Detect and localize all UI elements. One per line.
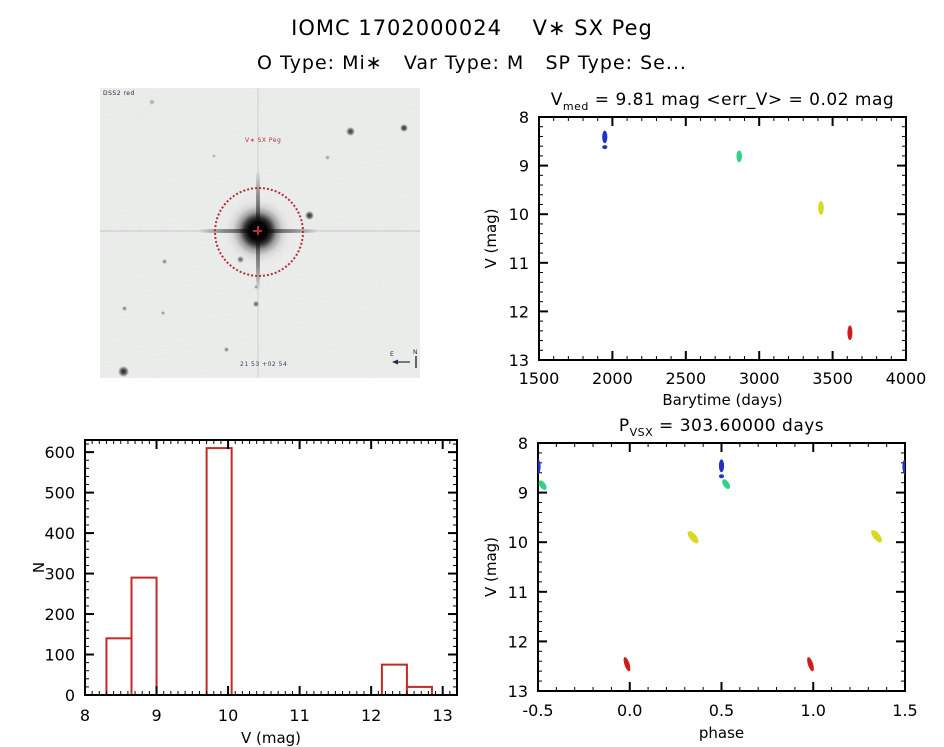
- y-tick-label: 13: [508, 682, 528, 701]
- y-tick-label: 200: [44, 605, 75, 624]
- y-axis-label: V (mag): [482, 208, 500, 268]
- data-points-layer: [538, 459, 905, 672]
- data-point-epoch-1: [602, 145, 608, 150]
- field-star: [122, 306, 128, 312]
- plot-title: PVSX = 303.60000 days: [619, 416, 824, 439]
- plot-title: Vmed = 9.81 mag <err_V> = 0.02 mag: [551, 90, 894, 113]
- x-tick-label: 3500: [812, 369, 853, 388]
- y-tick-label: 13: [509, 351, 529, 370]
- data-point-epoch-1: [538, 459, 541, 475]
- data-point-epoch-3: [818, 201, 824, 215]
- x-tick-label: 10: [218, 706, 238, 725]
- data-point-epoch-4: [623, 657, 631, 672]
- field-star: [346, 127, 356, 137]
- data-point-epoch-2: [736, 150, 743, 163]
- data-points-layer: [602, 130, 853, 341]
- y-axis-label: N: [30, 562, 48, 573]
- field-star: [161, 310, 166, 315]
- compass-icon: E N: [390, 349, 418, 368]
- plot-frame: [537, 442, 906, 692]
- data-point-epoch-4: [847, 325, 853, 341]
- y-tick-label: 12: [509, 302, 529, 321]
- photometry-aperture-circle: [214, 187, 304, 277]
- x-tick-label: 2000: [592, 369, 633, 388]
- compass-north-label: N: [413, 349, 418, 356]
- x-axis-label: phase: [699, 724, 744, 742]
- page-subtitle: O Type: Mi∗ Var Type: M SP Type: Se...: [257, 52, 687, 74]
- compass-east-label: E: [390, 351, 394, 358]
- data-point-epoch-2: [538, 480, 547, 490]
- histogram-bar: [130, 576, 158, 696]
- finder-sky-image: DSS2 red V∗ SX Peg 21 53 +02 54 E N: [100, 88, 420, 378]
- x-tick-label: 0.5: [709, 701, 734, 720]
- lightcurve-plot: 1500 2000 2500 3000 3500 4000 8 9 10 11 12 13 Baryti…: [482, 90, 927, 409]
- field-star: [161, 259, 167, 265]
- y-tick-label: 9: [519, 157, 529, 176]
- x-tick-label: 2500: [665, 369, 706, 388]
- x-tick-label: 13: [433, 706, 453, 725]
- y-tick-label: 400: [44, 524, 75, 543]
- data-point-epoch-1: [602, 130, 608, 144]
- x-axis-label: V (mag): [241, 729, 301, 747]
- field-star: [252, 301, 259, 308]
- field-star: [253, 284, 258, 289]
- x-tick-label: 11: [289, 706, 309, 725]
- y-axis-label: V (mag): [482, 537, 500, 597]
- y-tick-label: 500: [44, 484, 75, 503]
- data-point-epoch-3: [871, 530, 883, 543]
- y-tick-label: 11: [508, 583, 528, 602]
- data-point-epoch-4: [807, 657, 814, 672]
- field-star: [223, 347, 229, 353]
- survey-label: DSS2 red: [103, 90, 135, 97]
- x-tick-label: 1500: [519, 369, 560, 388]
- star-name-label: V∗ SX Peg: [245, 137, 282, 144]
- data-point-epoch-1: [718, 459, 725, 473]
- histogram-bar: [380, 663, 408, 696]
- data-point-epoch-3: [687, 531, 699, 544]
- x-tick-label: 3000: [739, 369, 780, 388]
- y-tick-label: 12: [508, 632, 528, 651]
- x-tick-label: 12: [361, 706, 381, 725]
- target-cross-marker: [257, 226, 259, 235]
- phase-folded-plot: -0.5 0.0 0.5 1.0 1.5 8 9 10 11 12 13 phase V (mag) PV…: [482, 416, 918, 742]
- field-star: [211, 153, 216, 158]
- histogram-bar: [105, 637, 133, 696]
- magnitude-histogram-plot: 8 9 10 11 12 13 0 100 200 300 400 500 600 V (mag) N: [30, 439, 458, 747]
- y-tick-label: 600: [44, 443, 75, 462]
- histogram-bar: [205, 447, 233, 696]
- y-tick-label: 10: [508, 533, 528, 552]
- page-title: IOMC 1702000024 V∗ SX Peg: [291, 16, 653, 40]
- y-tick-label: 300: [44, 565, 75, 584]
- x-tick-label: 9: [151, 706, 161, 725]
- field-star: [304, 210, 314, 220]
- data-point-epoch-1: [718, 474, 725, 479]
- x-tick-label: 8: [80, 706, 90, 725]
- field-star: [149, 98, 156, 105]
- coordinates-label: 21 53 +02 54: [240, 361, 288, 368]
- y-tick-label: 8: [518, 434, 528, 453]
- plot-frame: [538, 116, 907, 361]
- x-tick-label: 1.5: [892, 701, 917, 720]
- y-tick-label: 0: [65, 686, 75, 705]
- y-tick-label: 8: [519, 108, 529, 127]
- x-tick-label: 4000: [886, 369, 927, 388]
- y-tick-label: 10: [509, 205, 529, 224]
- x-tick-label: 0.0: [617, 701, 642, 720]
- y-tick-label: 9: [518, 484, 528, 503]
- x-axis-label: Barytime (days): [662, 391, 782, 409]
- data-point-epoch-1: [902, 459, 905, 475]
- field-star: [400, 123, 409, 132]
- data-point-epoch-2: [722, 479, 731, 489]
- x-tick-label: -0.5: [522, 701, 553, 720]
- y-tick-label: 100: [44, 646, 75, 665]
- field-star: [325, 154, 331, 160]
- y-tick-label: 11: [509, 254, 529, 273]
- field-star: [117, 365, 129, 377]
- x-tick-label: 1.0: [801, 701, 826, 720]
